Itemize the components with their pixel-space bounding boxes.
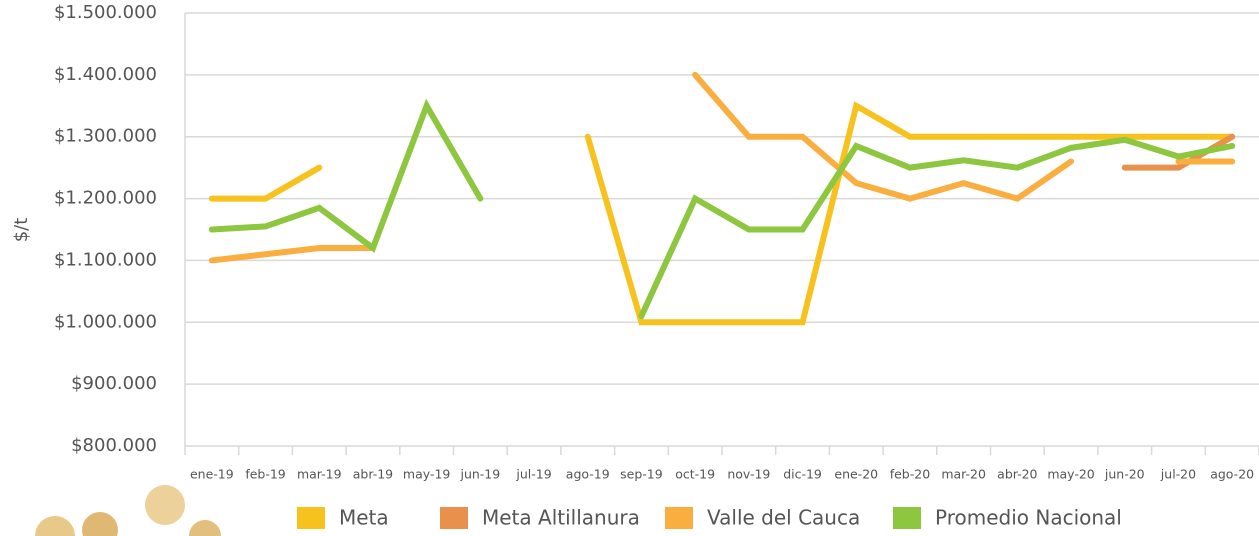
legend-label: Promedio Nacional	[935, 506, 1122, 530]
x-tick-label: dic-19	[783, 467, 822, 482]
legend-label: Valle del Cauca	[707, 506, 860, 530]
x-tick-label: may-20	[1047, 467, 1094, 482]
x-tick-label: feb-19	[245, 467, 285, 482]
y-tick-label: $1.000.000	[54, 311, 157, 332]
x-tick-label: oct-19	[675, 467, 715, 482]
x-tick-label: feb-20	[890, 467, 930, 482]
legend-label: Meta Altillanura	[482, 506, 640, 530]
y-tick-label: $1.500.000	[54, 2, 157, 23]
y-axis-label: $/t	[11, 218, 32, 243]
x-tick-label: ago-20	[1210, 467, 1254, 482]
x-tick-label: abr-20	[997, 467, 1037, 482]
legend-swatch	[893, 507, 921, 529]
x-tick-label: jun-19	[459, 467, 500, 482]
x-tick-label: ago-19	[566, 467, 610, 482]
legend-swatch	[665, 507, 693, 529]
legend-swatch	[297, 507, 325, 529]
x-tick-label: ene-20	[834, 467, 878, 482]
x-tick-label: jul-20	[1160, 467, 1196, 482]
x-tick-label: abr-19	[353, 467, 393, 482]
legend-label: Meta	[339, 506, 389, 530]
y-tick-label: $1.200.000	[54, 188, 157, 209]
chart: $/t $800.000 $900.000 $1.000.000 $1.100.000…	[0, 0, 1259, 536]
y-tick-label: $1.100.000	[54, 249, 157, 270]
x-tick-label: sep-19	[620, 467, 663, 482]
y-tick-label: $800.000	[71, 435, 157, 456]
legend-swatch	[440, 507, 468, 529]
x-tick-label: nov-19	[727, 467, 770, 482]
x-tick-label: mar-19	[297, 467, 342, 482]
x-tick-label: may-19	[403, 467, 450, 482]
soybean-decoration	[35, 485, 221, 536]
series-line	[212, 75, 1232, 261]
y-tick-label: $1.300.000	[54, 126, 157, 147]
y-tick-label: $900.000	[71, 373, 157, 394]
x-tick-label: jul-19	[515, 467, 551, 482]
x-tick-label: jun-20	[1104, 467, 1145, 482]
x-tick-label: mar-20	[941, 467, 986, 482]
x-tick-label: ene-19	[190, 467, 234, 482]
y-tick-label: $1.400.000	[54, 64, 157, 85]
